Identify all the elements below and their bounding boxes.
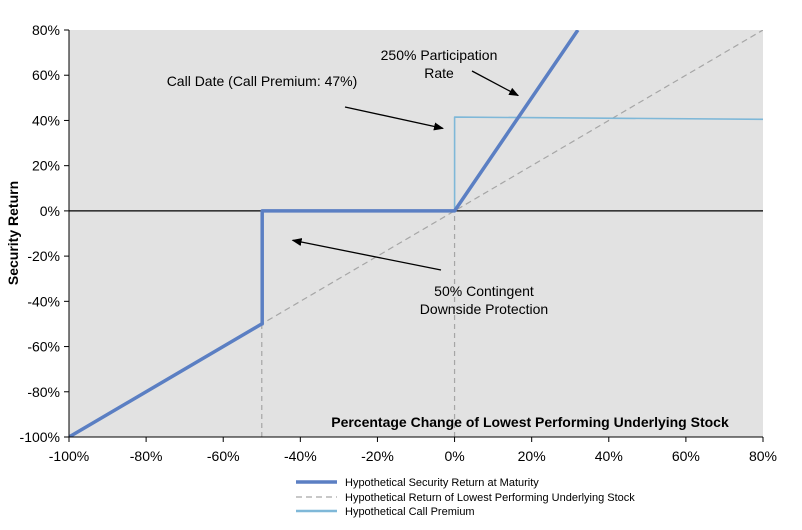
x-tick-label: -100%	[49, 448, 89, 464]
y-axis-title: Security Return	[5, 181, 21, 285]
series-group	[69, 30, 763, 437]
y-tick-label: 80%	[32, 22, 60, 38]
annotation-text: 50% Contingent	[434, 283, 534, 299]
annotation-text: Downside Protection	[420, 301, 548, 317]
y-tick-label: -60%	[27, 339, 60, 355]
annotations-group: 250% Participation Rate Call Date (Call Pr…	[167, 47, 549, 317]
x-tick-label: 20%	[518, 448, 546, 464]
x-tick-label: -20%	[361, 448, 394, 464]
y-tick-label: -100%	[20, 429, 60, 445]
x-tick-label: -40%	[284, 448, 317, 464]
series-line-0	[69, 30, 580, 437]
x-tick-label: -80%	[130, 448, 163, 464]
axes-group: -100% -80% -60% -40% -20% 0% 20% 40% 60% 80% -100%…	[5, 22, 777, 464]
annotation-text: 250% Participation	[381, 47, 498, 63]
annotation-arrow	[291, 238, 442, 271]
x-axis-title: Percentage Change of Lowest Performing U…	[331, 414, 729, 430]
y-tick-label: 60%	[32, 67, 60, 83]
y-tick-label: -40%	[27, 293, 60, 309]
x-tick-label: -60%	[207, 448, 240, 464]
y-tick-label: 40%	[32, 112, 60, 128]
annotation-arrow	[471, 70, 520, 97]
legend-label: Hypothetical Call Premium	[345, 506, 475, 518]
x-tick-label: 40%	[595, 448, 623, 464]
legend-label: Hypothetical Security Return at Maturity	[345, 477, 539, 489]
annotation-arrow	[344, 106, 444, 131]
x-tick-label: 80%	[749, 448, 777, 464]
x-tick-label: 0%	[444, 448, 464, 464]
x-tick-label: 60%	[672, 448, 700, 464]
legend-label: Hypothetical Return of Lowest Performing…	[345, 492, 635, 504]
annotation-text: Call Date (Call Premium: 47%)	[167, 73, 358, 89]
y-tick-label: -20%	[27, 248, 60, 264]
legend: Hypothetical Security Return at Maturity…	[296, 477, 635, 518]
y-tick-label: 20%	[32, 158, 60, 174]
y-tick-label: -80%	[27, 384, 60, 400]
y-tick-label: 0%	[40, 203, 60, 219]
series-line-3	[453, 116, 763, 211]
annotation-text: Rate	[424, 65, 454, 81]
